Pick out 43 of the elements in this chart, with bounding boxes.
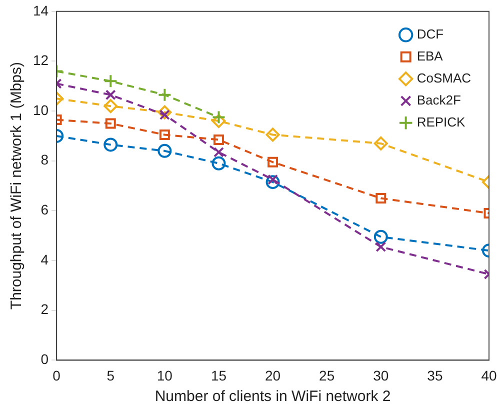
legend-label: CoSMAC xyxy=(416,70,472,86)
legend-label: DCF xyxy=(416,26,444,42)
point xyxy=(158,88,172,102)
point xyxy=(213,134,224,145)
x-tick-label: 25 xyxy=(319,367,335,384)
point xyxy=(159,129,170,140)
point xyxy=(104,74,118,88)
x-tick-label: 15 xyxy=(210,367,227,384)
point xyxy=(266,175,280,190)
x-tick-label: 5 xyxy=(106,367,115,384)
point xyxy=(212,110,226,124)
y-tick-label: 12 xyxy=(32,52,49,68)
y-axis-title: Throughput of WiFi network 1 (Mbps) xyxy=(8,62,26,310)
legend-label: EBA xyxy=(416,48,444,64)
point xyxy=(374,136,388,150)
x-tick-label: 40 xyxy=(481,367,497,384)
point xyxy=(212,114,226,128)
point xyxy=(105,90,116,100)
point xyxy=(104,99,118,114)
point xyxy=(268,156,278,168)
y-tick-label: 0 xyxy=(40,351,49,368)
y-tick-label: 6 xyxy=(40,202,49,218)
point xyxy=(104,138,118,152)
point xyxy=(213,146,224,158)
x-axis-title: Number of clients in WiFi network 2 xyxy=(154,388,391,406)
x-tick-label: 10 xyxy=(156,367,173,384)
x-tick-label: 0 xyxy=(52,367,61,384)
x-tick-label: 30 xyxy=(373,367,389,384)
point xyxy=(374,230,388,244)
point xyxy=(266,128,280,142)
x-tick-label: 35 xyxy=(427,367,443,384)
y-tick-label: 8 xyxy=(40,152,49,168)
y-tick-label: 4 xyxy=(40,251,49,268)
point xyxy=(105,118,116,129)
point xyxy=(212,156,226,170)
y-tick-label: 14 xyxy=(32,2,49,18)
point xyxy=(158,105,172,120)
point xyxy=(158,144,172,158)
x-tick-label: 20 xyxy=(264,367,281,384)
y-tick-label: 10 xyxy=(32,102,49,118)
y-tick-label: 2 xyxy=(40,301,49,318)
legend-label: Back2F xyxy=(416,92,461,108)
legend-label: REPICK xyxy=(416,114,466,130)
